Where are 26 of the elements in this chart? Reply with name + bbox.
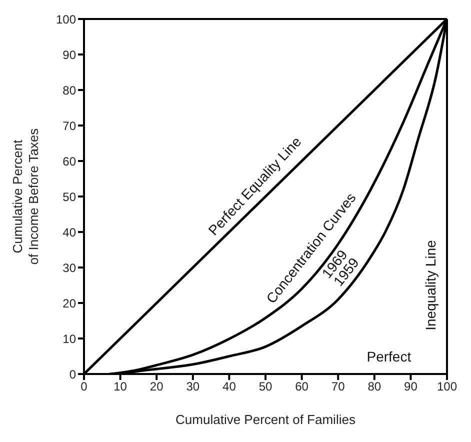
x-tick-label: 30 [186, 380, 200, 394]
y-tick-label: 100 [56, 12, 76, 26]
x-tick-label: 80 [368, 380, 382, 394]
y-tick-label: 90 [62, 48, 76, 62]
x-axis-title: Cumulative Percent of Families [176, 412, 356, 427]
x-tick-label: 100 [436, 380, 458, 394]
y-tick-label: 60 [62, 154, 76, 168]
x-tick-label: 60 [295, 380, 309, 394]
x-tick-label: 0 [80, 380, 88, 394]
y-tick-label: 80 [62, 83, 76, 98]
annotation: Inequality Line [422, 240, 439, 330]
y-axis-title: Cumulative Percent of Income Before Taxes [10, 128, 41, 265]
x-tick-label: 50 [258, 380, 272, 394]
y-tick-label: 70 [62, 118, 76, 133]
x-tick-label: 20 [150, 380, 164, 394]
y-tick-label: 40 [62, 225, 76, 240]
x-tick-label: 40 [222, 380, 236, 394]
x-tick-label: 10 [114, 380, 128, 394]
x-tick-label: 90 [404, 380, 418, 394]
y-tick-label: 0 [69, 367, 76, 382]
y-tick-label: 10 [62, 332, 76, 346]
y-tick-label: 30 [62, 260, 76, 275]
annotation: Perfect [366, 348, 412, 364]
x-tick-label: 70 [331, 380, 346, 394]
y-tick-label: 50 [62, 190, 76, 204]
y-tick-label: 20 [62, 296, 76, 310]
